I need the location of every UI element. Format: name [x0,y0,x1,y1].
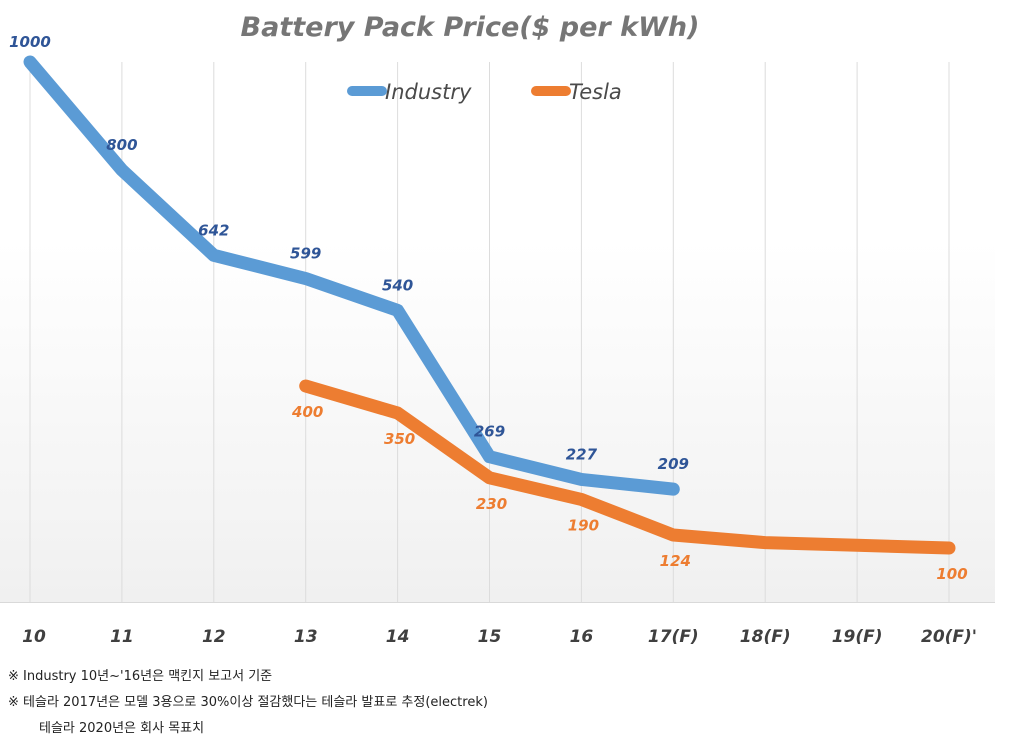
x-tick-10: 10 [22,627,46,647]
footnote-tesla-2020: 테슬라 2020년은 회사 목표치 [39,721,205,736]
legend-label-tesla: Tesla [569,80,622,104]
data-label-industry-13: 599 [290,245,321,263]
legend: Industry Tesla [347,80,622,104]
data-label-tesla-13: 400 [291,403,323,421]
data-label-tesla-15: 230 [476,495,507,513]
x-tick-16: 16 [570,627,594,647]
data-label-industry-17-f: 209 [658,455,689,473]
plot-area [0,0,995,603]
series-line-industry [23,55,680,496]
x-tick-17-f: 17(F) [648,627,699,647]
x-tick-15: 15 [478,627,502,647]
data-label-industry-11: 800 [106,136,137,154]
footnote-tesla-2017: ※ 테슬라 2017년은 모델 3용으로 30%이상 절감했다는 테슬라 발표로… [8,695,488,710]
legend-label-industry: Industry [385,80,472,104]
data-label-tesla-17-f: 124 [660,552,691,570]
x-tick-19-f: 19(F) [832,627,883,647]
x-tick-18-f: 18(F) [740,627,791,647]
data-label-industry-10: 1000 [9,33,51,51]
x-tick-11: 11 [110,627,134,647]
gridlines [29,62,950,602]
data-label-industry-16: 227 [566,445,598,463]
x-tick-14: 14 [386,627,410,647]
series-line-tesla [299,379,956,555]
x-tick-12: 12 [202,627,226,647]
x-tick-13: 13 [294,627,318,647]
data-label-industry-12: 642 [198,221,229,239]
footnotes: ※ Industry 10년~'16년은 맥킨지 보고서 기준 ※ 테슬라 20… [8,664,488,742]
data-label-tesla-20-f: 100 [936,565,967,583]
legend-item-industry: Industry [347,80,472,104]
legend-item-tesla: Tesla [531,80,622,104]
x-tick-labels: 10 11 12 13 14 15 16 17(F) 18(F) 19(F) 20(F)' [22,627,977,647]
data-label-industry-14: 540 [382,276,413,294]
data-labels: 1000 800 642 599 540 269 227 209 400 350 230 190 124… [9,33,968,583]
chart-title: Battery Pack Price($ per kWh) [241,12,700,43]
data-label-tesla-16: 190 [568,516,599,534]
data-label-tesla-14: 350 [384,430,415,448]
series-lines [23,55,956,555]
footnote-industry-source: ※ Industry 10년~'16년은 맥킨지 보고서 기준 [8,669,273,684]
x-tick-20-f: 20(F)' [921,627,977,647]
data-label-industry-15: 269 [474,423,505,441]
